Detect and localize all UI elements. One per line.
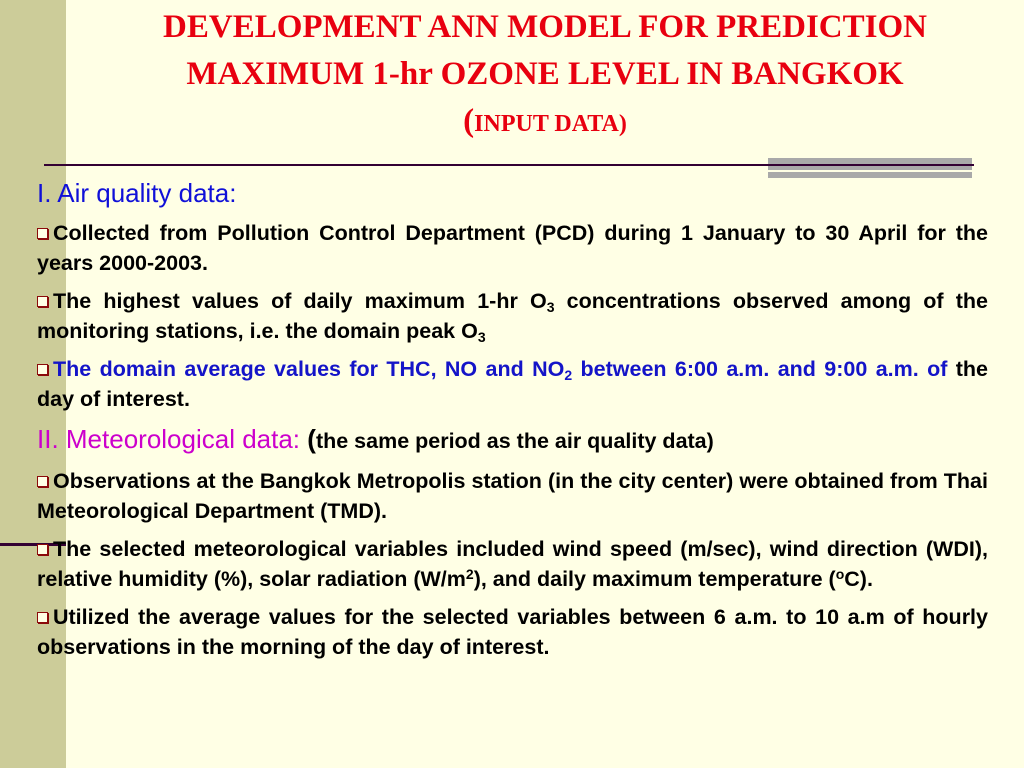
list-item: Collected from Pollution Control Departm… [37,221,988,275]
slide-body: I. Air quality data: Collected from Poll… [37,176,988,670]
list-item: Observations at the Bangkok Metropolis s… [37,469,988,523]
list-item: The selected meteorological variables in… [37,537,988,591]
header-divider [44,164,974,166]
accent-bar [768,172,972,178]
list-item: The domain average values for THC, NO an… [37,357,988,411]
title-line-2: MAXIMUM 1-hr OZONE LEVEL IN BANGKOK [186,56,904,92]
sidebar-divider [0,543,66,546]
title-paren: ( [463,103,475,139]
slide-title: DEVELOPMENT ANN MODEL FOR PREDICTION MAX… [66,4,1024,148]
checkbox-bullet-icon [37,544,48,555]
list-item: The highest values of daily maximum 1-hr… [37,289,989,345]
section-air-quality-heading: I. Air quality data: [37,178,237,208]
checkbox-bullet-icon [37,612,48,623]
accent-bar [768,158,972,164]
title-line-1: DEVELOPMENT ANN MODEL FOR PREDICTION [163,9,927,45]
title-line-3: (INPUT DATA) [66,98,1024,148]
header-accent-bars [768,158,972,178]
checkbox-bullet-icon [37,364,48,375]
checkbox-bullet-icon [37,296,48,307]
title-subtitle: INPUT DATA) [474,111,627,137]
section-meteorological-heading: II. Meteorological data: (the same perio… [37,424,714,454]
checkbox-bullet-icon [37,228,48,239]
list-item: Utilized the average values for the sele… [37,605,988,659]
left-sidebar-band [0,0,66,768]
checkbox-bullet-icon [37,476,48,487]
accent-bar [768,166,972,170]
